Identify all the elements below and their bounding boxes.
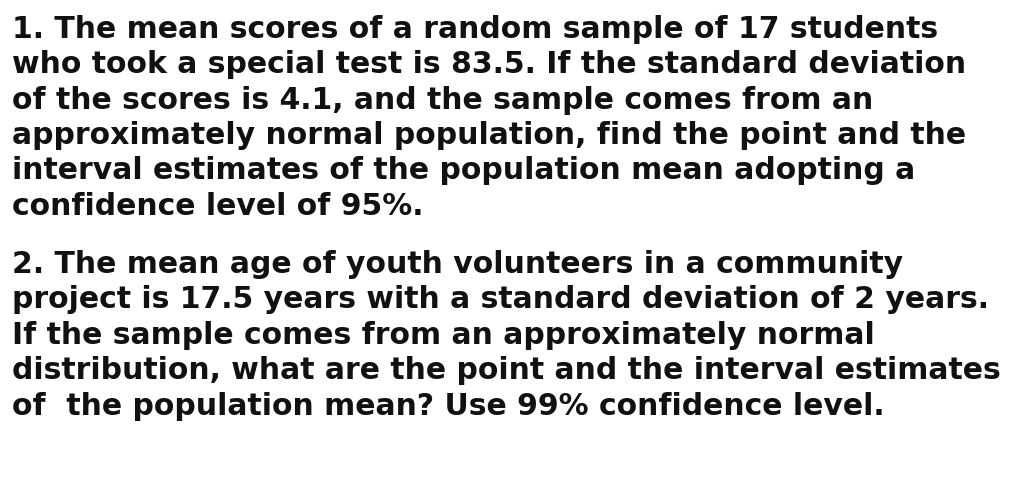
Text: 2. The mean age of youth volunteers in a community
project is 17.5 years with a : 2. The mean age of youth volunteers in a…: [12, 250, 1001, 420]
Text: 1. The mean scores of a random sample of 17 students
who took a special test is : 1. The mean scores of a random sample of…: [12, 15, 967, 221]
